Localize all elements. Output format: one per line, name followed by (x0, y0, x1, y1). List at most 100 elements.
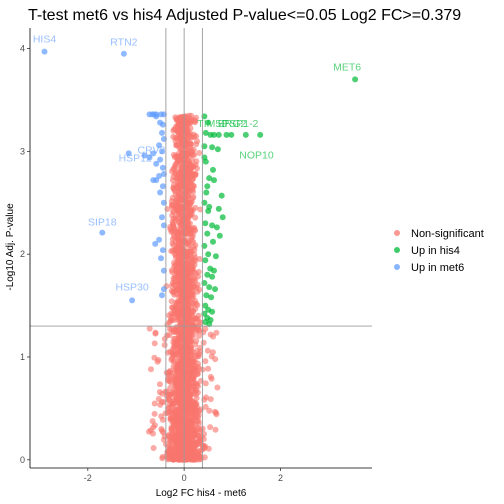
point-nonsig (169, 298, 175, 304)
point-nonsig (188, 246, 194, 252)
gene-label: SIP18 (88, 217, 117, 229)
point-nonsig (178, 336, 184, 342)
point-nonsig (190, 446, 196, 452)
point-nonsig (197, 256, 203, 262)
point-nonsig (196, 437, 202, 443)
point-up-his4 (257, 132, 263, 138)
point-nonsig (190, 194, 196, 200)
point-nonsig (172, 336, 178, 342)
point-up-his4 (206, 284, 212, 290)
point-up-met6 (159, 292, 165, 298)
point-up-his4 (213, 253, 219, 259)
point-up-his4 (209, 309, 215, 315)
point-up-his4 (205, 251, 211, 257)
point-nonsig (208, 332, 214, 338)
point-nonsig (170, 128, 176, 134)
point-nonsig (173, 291, 179, 297)
point-nonsig (200, 443, 206, 449)
point-nonsig (171, 165, 177, 171)
point-nonsig (147, 326, 153, 332)
point-nonsig (187, 455, 193, 461)
point-nonsig (174, 444, 180, 450)
point-nonsig (182, 152, 188, 158)
point-nonsig (166, 373, 172, 379)
point-nonsig (188, 273, 194, 279)
point-nonsig (189, 410, 195, 416)
point-up-his4 (243, 132, 249, 138)
x-tick-label: 0 (182, 473, 187, 483)
chart-title: T-test met6 vs his4 Adjusted P-value<=0.… (28, 7, 461, 24)
y-tick-label: 2 (20, 249, 25, 259)
point-nonsig (186, 204, 192, 210)
point-nonsig (173, 198, 179, 204)
point-nonsig (192, 342, 198, 348)
point-nonsig (172, 248, 178, 254)
point-nonsig (175, 176, 181, 182)
legend-key (394, 264, 400, 270)
point-up-his4 (210, 239, 216, 245)
point-nonsig (187, 390, 193, 396)
point-nonsig (148, 366, 154, 372)
legend-key (394, 230, 400, 236)
point-up-met6 (160, 122, 166, 128)
point-nonsig (162, 342, 168, 348)
point-nonsig (170, 352, 176, 358)
point-nonsig (190, 164, 196, 170)
legend-key (394, 247, 400, 253)
point-up-met6 (42, 49, 48, 55)
point-nonsig (186, 337, 192, 343)
point-up-met6 (150, 177, 156, 183)
point-up-met6 (159, 214, 165, 220)
point-nonsig (176, 280, 182, 286)
point-up-his4 (208, 294, 214, 300)
gene-label: MET6 (333, 61, 361, 73)
point-nonsig (182, 176, 188, 182)
point-nonsig (171, 242, 177, 248)
point-nonsig (195, 282, 201, 288)
point-up-his4 (215, 146, 221, 152)
point-nonsig (206, 408, 212, 414)
point-nonsig (172, 455, 178, 461)
point-nonsig (191, 132, 197, 138)
point-up-met6 (160, 247, 166, 253)
point-nonsig (173, 394, 179, 400)
point-up-his4 (211, 268, 217, 274)
point-nonsig (185, 293, 191, 299)
point-up-met6 (157, 190, 163, 196)
point-nonsig (169, 449, 175, 455)
point-up-his4 (204, 183, 210, 189)
point-nonsig (171, 420, 177, 426)
point-nonsig (193, 381, 199, 387)
point-nonsig (190, 314, 196, 320)
point-nonsig (206, 446, 212, 452)
point-nonsig (189, 365, 195, 371)
point-nonsig (192, 422, 198, 428)
point-nonsig (196, 313, 202, 319)
legend: Non-significantUp in his4Up in met6 (394, 228, 484, 274)
point-nonsig (174, 260, 180, 266)
gene-label: RTN2 (110, 37, 137, 49)
point-nonsig (184, 237, 190, 243)
point-nonsig (178, 363, 184, 369)
point-nonsig (184, 309, 190, 315)
point-nonsig (195, 368, 201, 374)
gene-label: PSP1-2 (222, 118, 258, 130)
point-up-met6 (160, 165, 166, 171)
point-up-met6 (99, 230, 105, 236)
point-nonsig (172, 327, 178, 333)
point-nonsig (153, 330, 159, 336)
point-nonsig (184, 434, 190, 440)
point-nonsig (203, 380, 209, 386)
point-nonsig (175, 434, 181, 440)
point-up-met6 (159, 130, 165, 136)
point-nonsig (180, 217, 186, 223)
point-up-his4 (209, 144, 215, 150)
point-up-his4 (202, 220, 208, 226)
point-nonsig (170, 304, 176, 310)
point-nonsig (173, 204, 179, 210)
point-up-his4 (210, 167, 216, 173)
y-ticks: 01234 (20, 44, 30, 465)
point-nonsig (177, 411, 183, 417)
point-nonsig (155, 357, 161, 363)
